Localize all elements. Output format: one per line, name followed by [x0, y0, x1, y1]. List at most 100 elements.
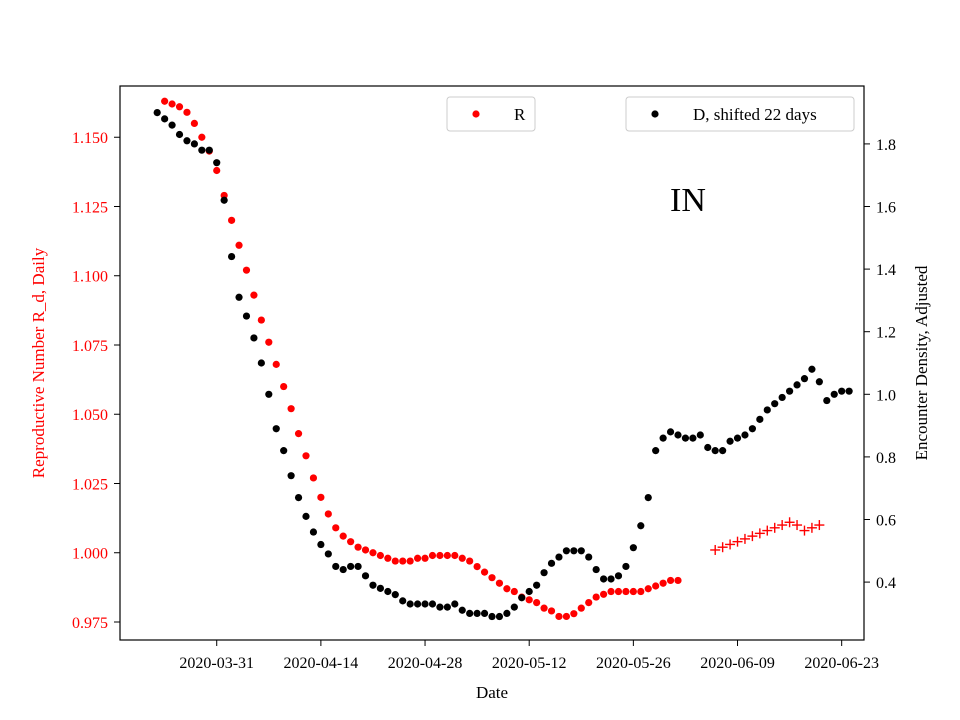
right-y-tick-label: 1.0 — [876, 387, 896, 404]
r-point — [547, 607, 556, 615]
legend-r: R — [446, 96, 536, 132]
r-point — [562, 612, 571, 621]
legend-r-frame — [446, 96, 536, 132]
r-point — [250, 291, 258, 299]
d-shifted-22-days-point — [614, 572, 623, 580]
d-shifted-22-days-point — [451, 600, 459, 608]
legend-d-frame — [625, 96, 855, 132]
r-projected-point — [739, 533, 750, 544]
d-shifted-22-days-point — [518, 594, 526, 602]
r-projected-point — [799, 525, 810, 536]
r-point — [190, 119, 198, 127]
d-shifted-22-days-point — [823, 396, 831, 405]
axes: 2020-03-31 2020-04-14 2020-04-28 2020-05-12… — [72, 85, 896, 672]
left-y-tick-label: 1.100 — [72, 269, 108, 286]
d-shifted-22-days-point — [786, 387, 794, 395]
d-shifted-22-days-point — [391, 591, 399, 599]
right-y-axis-label: Encounter Density, Adjusted — [912, 265, 931, 460]
r-point — [480, 568, 489, 576]
d-shifted-22-days-point — [183, 137, 191, 145]
d-shifted-22-days-point — [555, 553, 563, 561]
r-projected-point — [777, 520, 788, 531]
d-shifted-22-days-point — [354, 562, 362, 571]
r-point — [161, 97, 169, 105]
right-y-tick-label: 1.4 — [876, 262, 896, 279]
d-shifted-22-days-point — [756, 415, 764, 423]
r-point — [369, 549, 377, 557]
r-point — [294, 430, 303, 438]
r-point — [644, 585, 652, 593]
r-point — [198, 133, 206, 141]
x-tick-label: 2020-06-23 — [804, 655, 879, 672]
d-shifted-22-days-point — [778, 393, 786, 402]
r-projected-point — [754, 528, 765, 539]
d-shifted-22-days-point — [324, 550, 332, 558]
left-y-tick-label: 1.000 — [72, 546, 108, 563]
d-shifted-22-days-point — [830, 390, 838, 398]
d-shifted-22-days-point — [503, 609, 511, 617]
d-shifted-22-days-point — [168, 121, 176, 129]
d-shifted-22-days-point — [161, 115, 169, 123]
x-axis-label: Date — [476, 683, 508, 702]
d-shifted-22-days-point — [213, 159, 221, 167]
r-point — [533, 599, 541, 607]
d-shifted-22-days-point — [547, 559, 556, 567]
r-point — [555, 612, 563, 621]
legend-r-label: R — [514, 105, 526, 124]
x-tick-label: 2020-05-12 — [492, 655, 567, 672]
d-shifted-22-days-point — [689, 434, 697, 442]
d-shifted-22-days-point — [190, 140, 198, 148]
d-shifted-22-days-point — [399, 597, 407, 605]
r-projected-point — [747, 531, 758, 542]
d-shifted-22-days-point — [652, 447, 660, 455]
annotation-state-label: IN — [670, 182, 706, 219]
d-shifted-22-days-point — [376, 584, 384, 592]
r-point — [488, 574, 496, 582]
right-y-tick-label: 0.8 — [876, 450, 896, 467]
d-shifted-22-days-point — [570, 547, 578, 555]
d-shifted-22-days-point — [369, 581, 377, 589]
r-point — [570, 610, 578, 618]
d-shifted-22-days-point — [265, 390, 273, 398]
r-point — [622, 587, 630, 596]
r-point — [324, 510, 332, 518]
x-tick-label: 2020-03-31 — [179, 655, 254, 672]
r-point — [414, 554, 422, 562]
d-shifted-22-days-point — [845, 387, 853, 395]
r-point — [376, 551, 384, 560]
d-shifted-22-days-point — [726, 437, 734, 445]
x-tick-label: 2020-05-26 — [596, 655, 671, 672]
left-y-tick-label: 1.025 — [72, 476, 108, 493]
d-shifted-22-days-point — [198, 146, 206, 154]
r-point — [637, 587, 645, 596]
r-point — [659, 579, 667, 587]
r-projected-point — [806, 522, 817, 533]
d-shifted-22-days-point — [808, 365, 816, 373]
d-shifted-22-days-point — [577, 547, 585, 555]
d-shifted-22-days-point — [763, 406, 771, 414]
legend-d: D, shifted 22 days — [625, 96, 855, 132]
right-y-tick-label: 1.2 — [876, 325, 896, 342]
r-point — [213, 166, 221, 175]
d-shifted-22-days-point — [600, 575, 608, 583]
plot-area — [153, 97, 853, 621]
left-y-tick-label: 1.150 — [72, 130, 108, 147]
d-shifted-22-days-point — [332, 562, 340, 571]
r-point — [391, 557, 399, 565]
r-point — [406, 557, 414, 565]
r-projected-point — [725, 539, 736, 550]
d-shifted-22-days-point — [748, 425, 757, 433]
r-point — [280, 382, 288, 391]
r-point — [332, 524, 340, 532]
d-shifted-22-days-point — [242, 312, 251, 320]
d-shifted-22-days-point — [466, 609, 474, 617]
r-point — [607, 587, 615, 596]
r-point — [629, 587, 637, 596]
d-shifted-22-days-point — [622, 562, 630, 571]
d-shifted-22-days-point — [696, 431, 704, 439]
r-point — [473, 562, 481, 571]
d-shifted-22-days-point — [659, 434, 667, 442]
d-shifted-22-days-point — [510, 603, 518, 611]
left-y-tick-label: 1.125 — [72, 199, 108, 216]
r-point — [674, 576, 682, 585]
